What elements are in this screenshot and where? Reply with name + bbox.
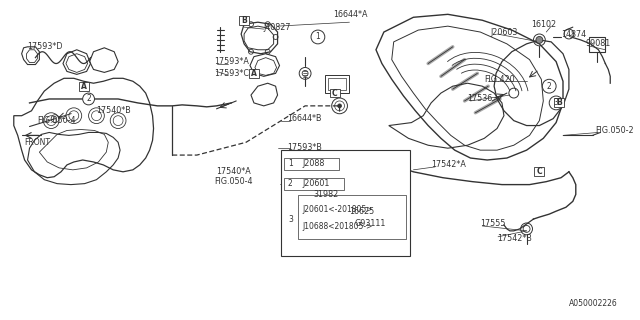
Text: 14874: 14874 — [561, 29, 586, 38]
Circle shape — [338, 104, 342, 108]
Text: 2: 2 — [86, 94, 91, 103]
Bar — [284, 178, 344, 189]
Text: 16625: 16625 — [349, 207, 374, 216]
Circle shape — [542, 79, 556, 93]
Text: 3: 3 — [554, 99, 559, 108]
Text: G93111: G93111 — [355, 220, 386, 228]
Bar — [328, 78, 346, 90]
Circle shape — [549, 96, 563, 110]
Text: 17536: 17536 — [468, 94, 493, 103]
Text: 31982: 31982 — [313, 190, 339, 199]
Text: A: A — [251, 69, 257, 78]
Text: 99081: 99081 — [586, 39, 611, 48]
Text: J40827: J40827 — [264, 23, 291, 32]
Text: C: C — [332, 89, 337, 98]
Circle shape — [284, 213, 296, 225]
Bar — [249, 69, 259, 78]
Circle shape — [84, 94, 93, 104]
Text: 17542*B: 17542*B — [497, 234, 532, 243]
Text: J20601<-201805>: J20601<-201805> — [302, 205, 372, 214]
Text: 17540*B: 17540*B — [97, 106, 131, 115]
Bar — [534, 167, 544, 176]
Text: FRONT: FRONT — [24, 138, 51, 147]
Text: 1: 1 — [316, 32, 320, 42]
Text: B: B — [241, 16, 247, 25]
Text: J20601: J20601 — [302, 179, 330, 188]
Text: 3: 3 — [288, 214, 292, 224]
Text: 17593*B: 17593*B — [287, 143, 323, 152]
Circle shape — [284, 158, 296, 170]
Text: 16644*B: 16644*B — [287, 114, 322, 123]
Bar — [280, 150, 410, 256]
Bar — [79, 82, 88, 91]
Text: 17593*D: 17593*D — [28, 42, 63, 51]
Text: A: A — [81, 82, 86, 91]
Text: FIG.050-2: FIG.050-2 — [595, 126, 634, 135]
Text: J20603: J20603 — [490, 28, 518, 36]
Text: 17593*A: 17593*A — [214, 57, 250, 66]
Circle shape — [83, 93, 95, 105]
Text: A050002226: A050002226 — [570, 299, 618, 308]
Text: FIG.420: FIG.420 — [484, 75, 515, 84]
Bar — [325, 75, 349, 93]
Text: J2088: J2088 — [302, 159, 324, 168]
Text: FIG.050-4: FIG.050-4 — [37, 116, 76, 125]
Bar — [330, 89, 340, 98]
Circle shape — [284, 178, 296, 189]
Bar — [298, 196, 406, 239]
Text: J10688<201805->: J10688<201805-> — [302, 222, 372, 231]
Text: 1: 1 — [288, 159, 292, 168]
Text: FIG.050-4: FIG.050-4 — [214, 177, 253, 186]
Bar — [284, 158, 339, 170]
Text: B: B — [556, 99, 562, 108]
Text: 2: 2 — [288, 179, 292, 188]
Text: 17542*A: 17542*A — [431, 160, 466, 169]
Text: C: C — [536, 167, 542, 176]
Bar — [239, 16, 249, 25]
Bar — [554, 99, 564, 107]
Text: 17593*C: 17593*C — [214, 69, 250, 78]
Text: 17555: 17555 — [480, 220, 506, 228]
Text: 17540*A: 17540*A — [216, 167, 252, 176]
Circle shape — [311, 30, 325, 44]
Circle shape — [536, 36, 543, 44]
Text: 16644*A: 16644*A — [333, 10, 367, 19]
Text: 2: 2 — [547, 82, 552, 91]
Text: 16102: 16102 — [531, 20, 557, 29]
